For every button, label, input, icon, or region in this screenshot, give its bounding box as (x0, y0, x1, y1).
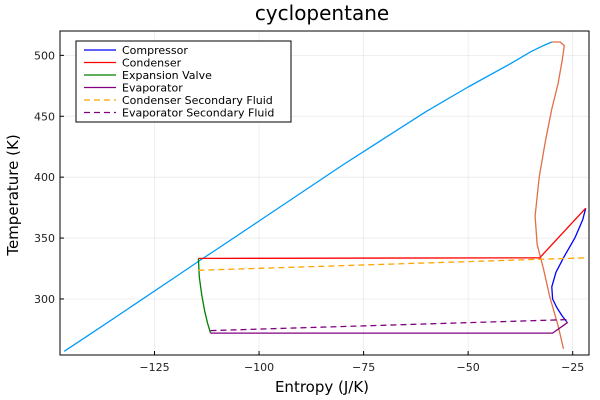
y-tick-label: 500 (34, 49, 55, 62)
y-tick-label: 450 (34, 110, 55, 123)
x-tick-label: −75 (352, 361, 375, 374)
expansion-valve-line (197, 258, 212, 334)
legend-label: Condenser (122, 57, 182, 70)
x-tick-label: −25 (561, 361, 584, 374)
axes (59, 30, 590, 356)
x-tick-label: −50 (457, 361, 480, 374)
legend-label: Condenser Secondary Fluid (122, 94, 273, 107)
y-tick-label: 300 (34, 293, 55, 306)
x-axis-title: Entropy (J/K) (275, 378, 369, 396)
chart-title: cyclopentane (255, 1, 389, 25)
tick-labels: −125 −100 −75 −50 −25 300 350 400 450 500 (34, 49, 584, 374)
saturation-vapor-line (534, 41, 565, 350)
x-tick-label: −125 (139, 361, 169, 374)
y-tick-label: 400 (34, 171, 55, 184)
legend-label: Expansion Valve (122, 69, 212, 82)
y-axis-title: Temperature (K) (4, 134, 22, 256)
legend-label: Compressor (122, 44, 188, 57)
x-tick-label: −100 (244, 361, 274, 374)
condenser-secondary-fluid-line (198, 257, 586, 271)
y-tick-label: 350 (34, 232, 55, 245)
legend-box (75, 40, 292, 123)
condenser-line (198, 207, 587, 260)
evaporator-line (210, 320, 568, 334)
plot-lines (63, 41, 587, 352)
plot-frame (59, 30, 590, 356)
legend-label: Evaporator Secondary Fluid (122, 107, 274, 120)
saturation-liquid-line (63, 41, 553, 352)
compressor-line (551, 208, 587, 322)
legend-label: Evaporator (122, 82, 183, 95)
